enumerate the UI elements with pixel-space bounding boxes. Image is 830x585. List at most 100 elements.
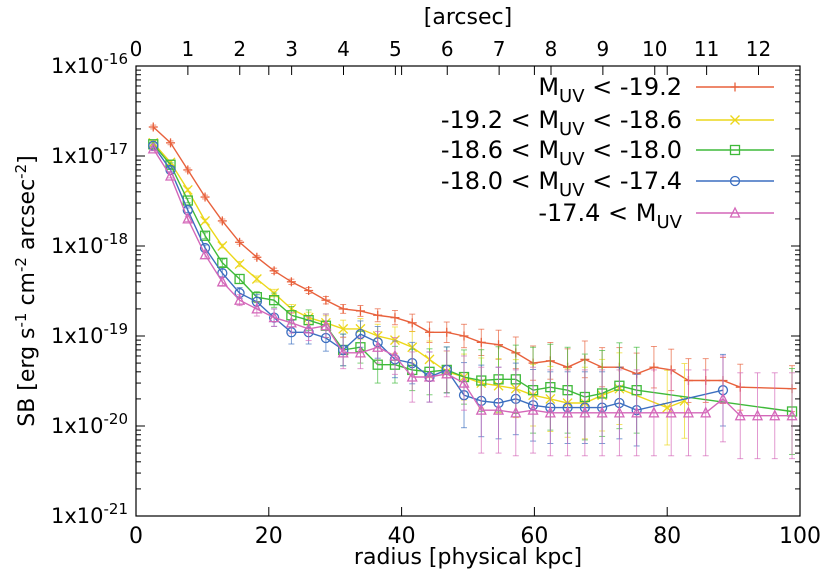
y-tick-label: 1x10-18 xyxy=(51,230,128,258)
marker-triangle xyxy=(423,370,436,382)
marker-plus xyxy=(407,318,417,328)
marker-plus xyxy=(252,252,262,262)
x2-tick-label: 10 xyxy=(642,37,667,61)
marker-triangle xyxy=(164,169,177,181)
legend-label: -18.0 < MUV < -17.4 xyxy=(441,167,682,201)
marker-triangle xyxy=(579,406,591,418)
y-tick-label: 1x10-21 xyxy=(51,500,128,528)
marker-square xyxy=(268,295,280,306)
x-tick-label: 0 xyxy=(129,524,143,549)
marker-plus xyxy=(390,313,400,323)
marker-triangle xyxy=(631,406,643,418)
marker-plus xyxy=(304,286,314,296)
marker-triangle xyxy=(372,340,384,352)
marker-plus xyxy=(235,237,245,247)
y-tick-label: 1x10-19 xyxy=(51,320,128,348)
marker-triangle xyxy=(234,293,246,305)
marker-triangle xyxy=(337,346,349,358)
marker-triangle xyxy=(544,406,556,418)
marker-plus xyxy=(286,277,296,287)
x2-tick-label: 2 xyxy=(233,37,246,61)
marker-plus xyxy=(459,331,469,341)
marker-triangle xyxy=(389,349,401,361)
x-tick-label: 40 xyxy=(388,524,416,549)
marker-plus xyxy=(730,82,740,92)
marker-triangle xyxy=(182,212,194,224)
x2-tick-label: 3 xyxy=(285,37,298,61)
marker-plus xyxy=(321,295,331,305)
marker-cross xyxy=(200,215,211,226)
marker-plus xyxy=(424,327,434,337)
x2-tick-label: 4 xyxy=(337,37,350,61)
x2-tick-label: 8 xyxy=(545,37,558,61)
x2-tick-label: 0 xyxy=(130,37,143,61)
marker-plus xyxy=(217,216,227,226)
series-layer xyxy=(147,122,798,460)
y-tick-label: 1x10-20 xyxy=(51,410,128,438)
x2-tick-label: 1 xyxy=(182,37,195,61)
marker-triangle xyxy=(527,403,539,415)
x-tick-label: 100 xyxy=(779,524,821,549)
legend-label: -18.6 < MUV < -18.0 xyxy=(441,136,682,170)
marker-triangle xyxy=(268,311,280,323)
marker-plus xyxy=(355,306,365,316)
marker-triangle xyxy=(406,370,418,382)
marker-triangle xyxy=(717,392,729,404)
x2-tick-label: 7 xyxy=(493,37,506,61)
marker-square xyxy=(217,257,228,268)
marker-triangle xyxy=(199,248,211,260)
marker-triangle xyxy=(682,406,694,418)
marker-cross xyxy=(251,274,262,284)
marker-triangle xyxy=(613,406,625,418)
marker-triangle xyxy=(734,409,746,421)
marker-cross xyxy=(730,115,740,125)
legend-label: -19.2 < MUV < -18.6 xyxy=(441,106,682,140)
marker-plus xyxy=(442,327,452,337)
y-tick-label: 1x10-16 xyxy=(51,50,128,78)
marker-triangle xyxy=(475,403,487,415)
legend-label: -17.4 < MUV xyxy=(538,199,682,233)
marker-triangle xyxy=(354,346,366,358)
marker-triangle xyxy=(216,275,228,287)
x-tick-label: 60 xyxy=(520,524,548,549)
marker-plus xyxy=(200,192,210,202)
marker-plus xyxy=(269,266,279,276)
marker-triangle xyxy=(441,367,453,379)
plot-frame xyxy=(135,65,801,517)
marker-triangle xyxy=(769,409,781,421)
marker-triangle xyxy=(729,206,741,218)
marker-triangle xyxy=(700,406,712,418)
x2-tick-label: 5 xyxy=(389,37,402,61)
y-axis-label: SB [erg s-1 cm-2 arcsec-2] xyxy=(12,155,40,427)
marker-triangle xyxy=(320,319,332,331)
x-tick-label: 20 xyxy=(255,524,283,549)
marker-square xyxy=(729,144,741,156)
marker-triangle xyxy=(147,142,159,154)
marker-plus xyxy=(183,165,193,175)
marker-triangle xyxy=(786,409,798,421)
marker-triangle xyxy=(648,406,660,418)
marker-triangle xyxy=(665,406,677,418)
x2-tick-label: 12 xyxy=(746,37,771,61)
marker-triangle xyxy=(303,322,315,334)
x2-axis-label: [arcsec] xyxy=(424,5,512,30)
x-axis-label: radius [physical kpc] xyxy=(354,545,582,570)
marker-plus xyxy=(373,310,383,320)
x2-tick-label: 11 xyxy=(694,37,719,61)
marker-triangle xyxy=(596,406,608,418)
marker-triangle xyxy=(562,406,574,418)
legend-label: MUV < -19.2 xyxy=(538,73,682,107)
y-tick-label: 1x10-17 xyxy=(51,140,128,168)
marker-triangle xyxy=(492,403,505,415)
marker-triangle xyxy=(285,316,297,328)
x2-tick-label: 6 xyxy=(441,37,454,61)
marker-triangle xyxy=(510,406,522,418)
marker-square xyxy=(199,230,211,241)
x-tick-label: 80 xyxy=(653,524,681,549)
marker-plus xyxy=(166,138,176,148)
marker-cross xyxy=(234,259,245,270)
marker-plus xyxy=(476,337,486,347)
